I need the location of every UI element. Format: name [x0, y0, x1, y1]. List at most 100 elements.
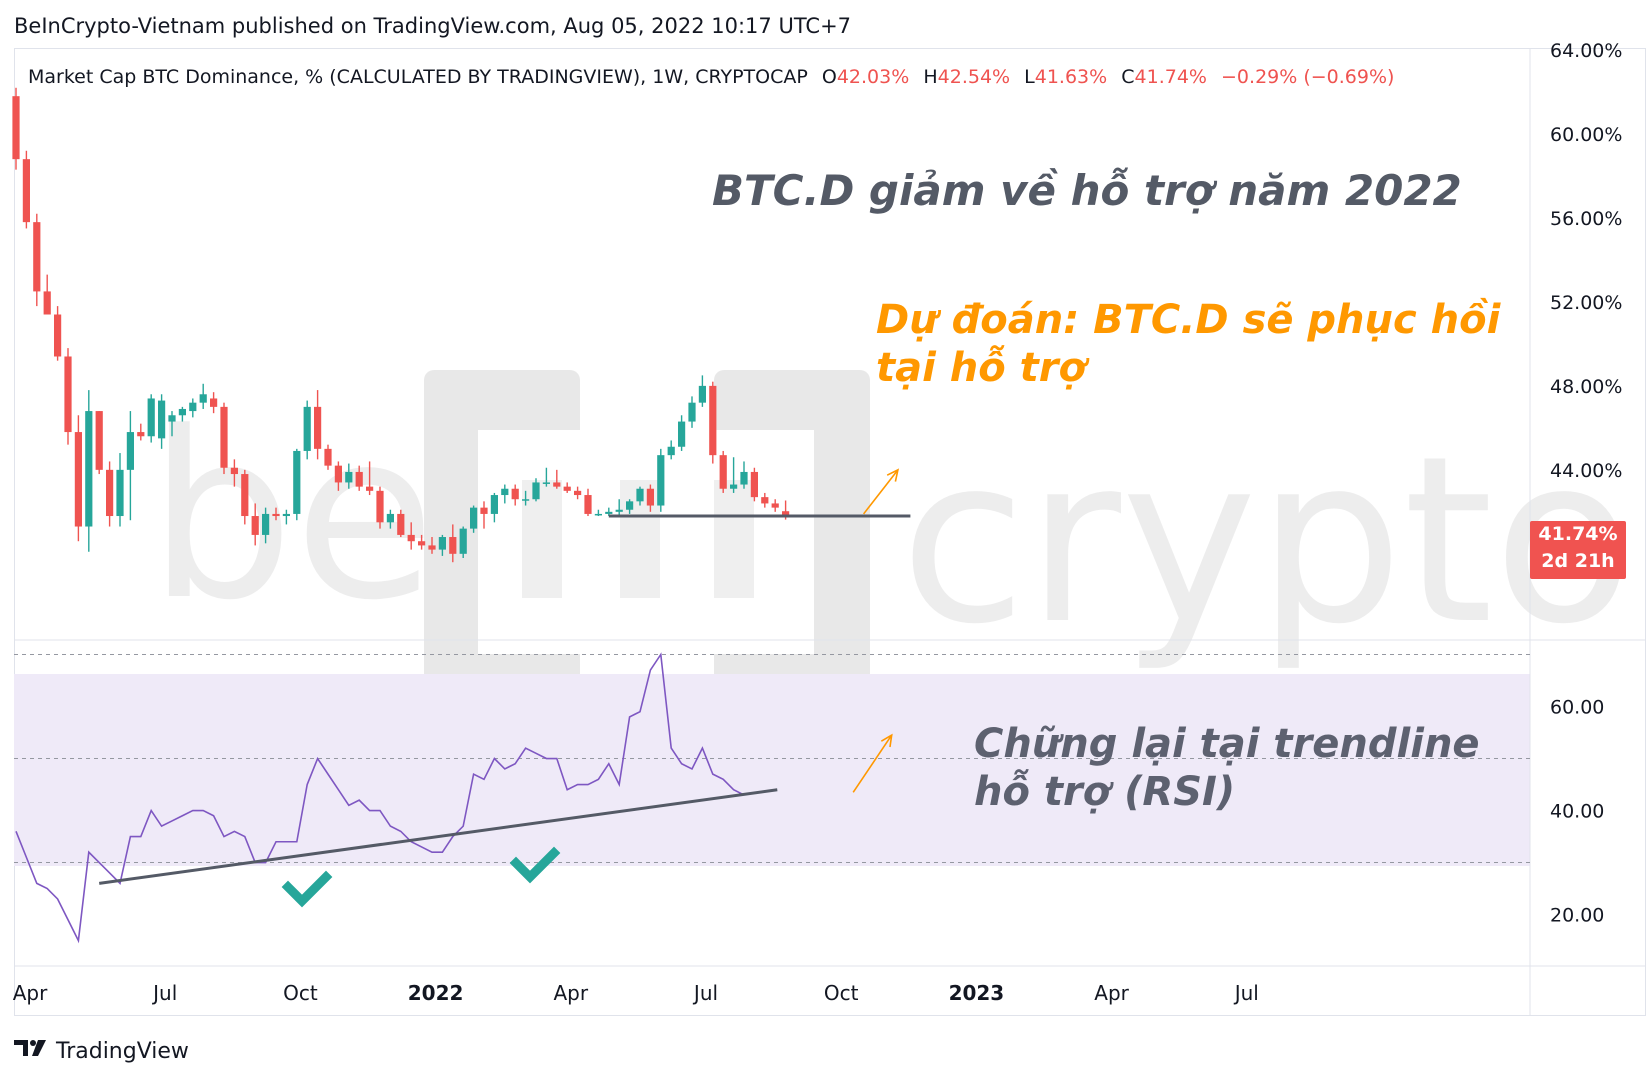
candle-body: [584, 495, 592, 514]
annotation-prediction-line1: Dự đoán: BTC.D sẽ phục hồi: [876, 297, 1501, 343]
last-price-value: 41.74%: [1538, 523, 1618, 545]
price-tick-label: 52.00%: [1550, 292, 1622, 314]
time-tick-label: Apr: [13, 981, 48, 1005]
candles-layer: [12, 87, 790, 563]
candle-body: [646, 488, 654, 506]
low-value: 41.63%: [1034, 66, 1108, 88]
candle-body: [667, 446, 675, 456]
rsi-series-line: [15, 652, 745, 944]
candle-body: [324, 448, 332, 466]
candle-body: [782, 511, 790, 518]
time-tick-label: Jul: [692, 981, 718, 1005]
price-tick-label: 64.00%: [1550, 40, 1622, 62]
candle-body: [314, 406, 322, 449]
candle-body: [272, 513, 280, 517]
high-value: 42.54%: [937, 66, 1011, 88]
candle-body: [688, 402, 696, 422]
time-tick-label: Apr: [1094, 981, 1129, 1005]
candle-body: [750, 471, 758, 498]
price-tick-label: 56.00%: [1550, 208, 1622, 230]
candle-body: [719, 455, 727, 489]
candle-body: [605, 511, 613, 514]
candle-body: [74, 432, 82, 527]
annotation-prediction: Dự đoán: BTC.D sẽ phục hồi tại hỗ trợ: [876, 296, 1500, 392]
time-tick-label: Oct: [283, 981, 318, 1005]
candle-body: [293, 450, 301, 514]
candle-body: [334, 465, 342, 483]
candle-body: [345, 471, 353, 483]
tradingview-footer[interactable]: TradingView: [14, 1038, 189, 1064]
tradingview-brand: TradingView: [56, 1038, 189, 1064]
candle-body: [657, 455, 665, 506]
candle-body: [95, 411, 103, 470]
open-value: 42.03%: [836, 66, 910, 88]
candle-body: [459, 528, 467, 554]
candle-body: [407, 534, 415, 542]
last-price-badge: 41.74% 2d 21h: [1530, 521, 1626, 579]
bar-countdown: 2d 21h: [1541, 550, 1615, 572]
candle-body: [241, 474, 249, 517]
candle-body: [563, 486, 571, 491]
symbol-legend: Market Cap BTC Dominance, % (CALCULATED …: [28, 66, 1394, 88]
watermark-letter-i: [522, 480, 562, 598]
price-tick-label: 60.00%: [1550, 124, 1622, 146]
candle-body: [397, 513, 405, 535]
open-label: O: [821, 66, 837, 88]
candle-body: [137, 432, 145, 437]
price-tick-label: 44.00%: [1550, 460, 1622, 482]
rsi-band: [14, 674, 1530, 866]
close-label: C: [1121, 66, 1135, 88]
candle-body: [220, 406, 228, 468]
candle-body: [678, 421, 686, 447]
candle-body: [522, 499, 530, 501]
candle-body: [449, 537, 457, 554]
rsi-tick-label: 20.00: [1550, 905, 1604, 927]
candle-body: [85, 411, 93, 527]
annotation-title: BTC.D giảm về hỗ trợ năm 2022: [712, 166, 1462, 215]
candle-body: [740, 471, 748, 485]
candle-body: [438, 537, 446, 550]
symbol-name: Market Cap BTC Dominance, % (CALCULATED …: [28, 66, 808, 88]
candle-body: [355, 471, 363, 487]
rsi-rebound-arrow: [852, 734, 893, 793]
change-value: −0.29% (−0.69%): [1221, 66, 1395, 88]
candle-body: [553, 482, 561, 487]
rsi-touch-check-icon: [509, 846, 561, 884]
candle-body: [698, 385, 706, 403]
annotation-prediction-line2: tại hỗ trợ: [876, 345, 1086, 391]
low-label: L: [1024, 66, 1035, 88]
candle-body: [615, 509, 623, 512]
candle-body: [376, 490, 384, 523]
candle-body: [210, 398, 218, 407]
tradingview-logo-icon: [14, 1038, 48, 1064]
candle-body: [33, 222, 41, 292]
time-tick-label: Jul: [151, 981, 177, 1005]
drawings-layer: [98, 468, 911, 908]
candle-body: [532, 482, 540, 500]
candle-body: [189, 402, 197, 412]
candle-body: [303, 406, 311, 451]
watermark-text-crypto: crypto: [900, 408, 1634, 675]
candle-body: [418, 541, 426, 546]
candle-body: [366, 486, 374, 491]
candle-body: [22, 159, 30, 223]
candle-body: [43, 291, 51, 315]
rsi-support-trendline: [98, 788, 778, 885]
candle-body: [230, 467, 238, 475]
annotation-rsi: Chững lại tại trendline hỗ trợ (RSI): [974, 720, 1480, 816]
time-tick-label: 2022: [408, 981, 464, 1005]
candle-body: [158, 400, 166, 439]
candle-body: [106, 469, 114, 517]
candle-body: [480, 507, 488, 514]
candle-body: [386, 513, 394, 523]
time-tick-label: 2023: [949, 981, 1005, 1005]
annotation-rsi-line2: hỗ trợ (RSI): [974, 769, 1236, 815]
publish-credit: BeInCrypto-Vietnam published on TradingV…: [14, 14, 852, 38]
candle-body: [490, 495, 498, 514]
candle-body: [178, 408, 186, 416]
candle-body: [501, 488, 509, 496]
time-tick-label: Jul: [1233, 981, 1259, 1005]
candle-body: [771, 503, 779, 508]
candle-body: [199, 394, 207, 403]
